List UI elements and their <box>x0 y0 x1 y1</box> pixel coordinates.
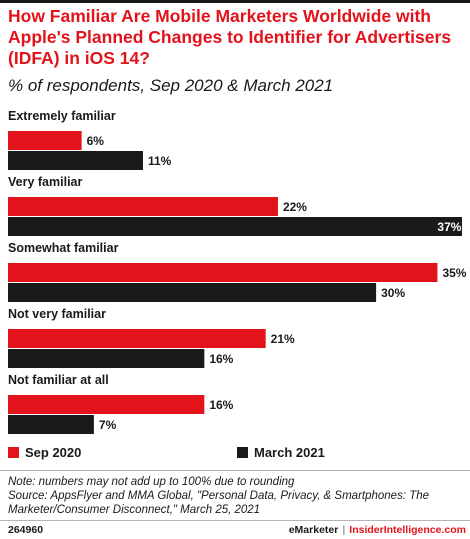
legend-label-march-2021: March 2021 <box>254 445 325 460</box>
bar-march-2021 <box>8 151 143 170</box>
category-label: Not familiar at all <box>8 373 109 387</box>
legend: Sep 2020 March 2021 <box>0 445 470 463</box>
brand-insider-intelligence[interactable]: InsiderIntelligence.com <box>349 524 466 536</box>
legend-label-sep-2020: Sep 2020 <box>25 445 82 460</box>
footnotes: Note: numbers may not add up to 100% due… <box>8 475 466 517</box>
data-label: 22% <box>283 200 307 214</box>
legend-item-sep-2020: Sep 2020 <box>8 445 81 460</box>
bar-sep-2020 <box>8 197 278 216</box>
bar-sep-2020 <box>8 263 438 282</box>
data-label: 6% <box>87 134 105 148</box>
category-label: Not very familiar <box>8 307 106 321</box>
notes-divider <box>0 470 470 471</box>
brand-separator: | <box>342 524 346 536</box>
top-rule <box>0 0 470 3</box>
data-label: 35% <box>442 266 466 280</box>
note-text: Note: numbers may not add up to 100% due… <box>8 476 295 488</box>
bar-march-2021 <box>8 415 94 434</box>
legend-swatch-sep-2020 <box>8 447 19 458</box>
bar-march-2021 <box>8 349 205 368</box>
brand: eMarketer | InsiderIntelligence.com <box>289 524 466 537</box>
data-label: 16% <box>209 398 233 412</box>
footer-divider <box>0 520 470 521</box>
data-label: 37% <box>437 220 461 234</box>
bar-march-2021 <box>8 217 462 236</box>
category-label: Very familiar <box>8 175 82 189</box>
legend-swatch-march-2021 <box>237 447 248 458</box>
chart-id: 264960 <box>8 524 44 536</box>
legend-item-march-2021: March 2021 <box>237 445 325 460</box>
category-label: Somewhat familiar <box>8 241 119 255</box>
source-text: Source: AppsFlyer and MMA Global, "Perso… <box>8 490 430 516</box>
data-label: 11% <box>148 154 172 168</box>
chart-title: How Familiar Are Mobile Marketers Worldw… <box>8 6 452 68</box>
bar-sep-2020 <box>8 329 266 348</box>
bar-sep-2020 <box>8 395 205 414</box>
bar-march-2021 <box>8 283 377 302</box>
data-label: 7% <box>99 418 117 432</box>
bar-chart: Extremely familiar 6% 11% Very familiar 22% 3… <box>8 109 467 434</box>
data-label: 16% <box>209 352 233 366</box>
bar-sep-2020 <box>8 131 82 150</box>
category-label: Extremely familiar <box>8 109 116 123</box>
data-label: 21% <box>271 332 295 346</box>
chart-subtitle: % of respondents, Sep 2020 & March 2021 <box>8 76 334 95</box>
brand-emarketer: eMarketer <box>288 524 339 536</box>
data-label: 30% <box>381 286 405 300</box>
